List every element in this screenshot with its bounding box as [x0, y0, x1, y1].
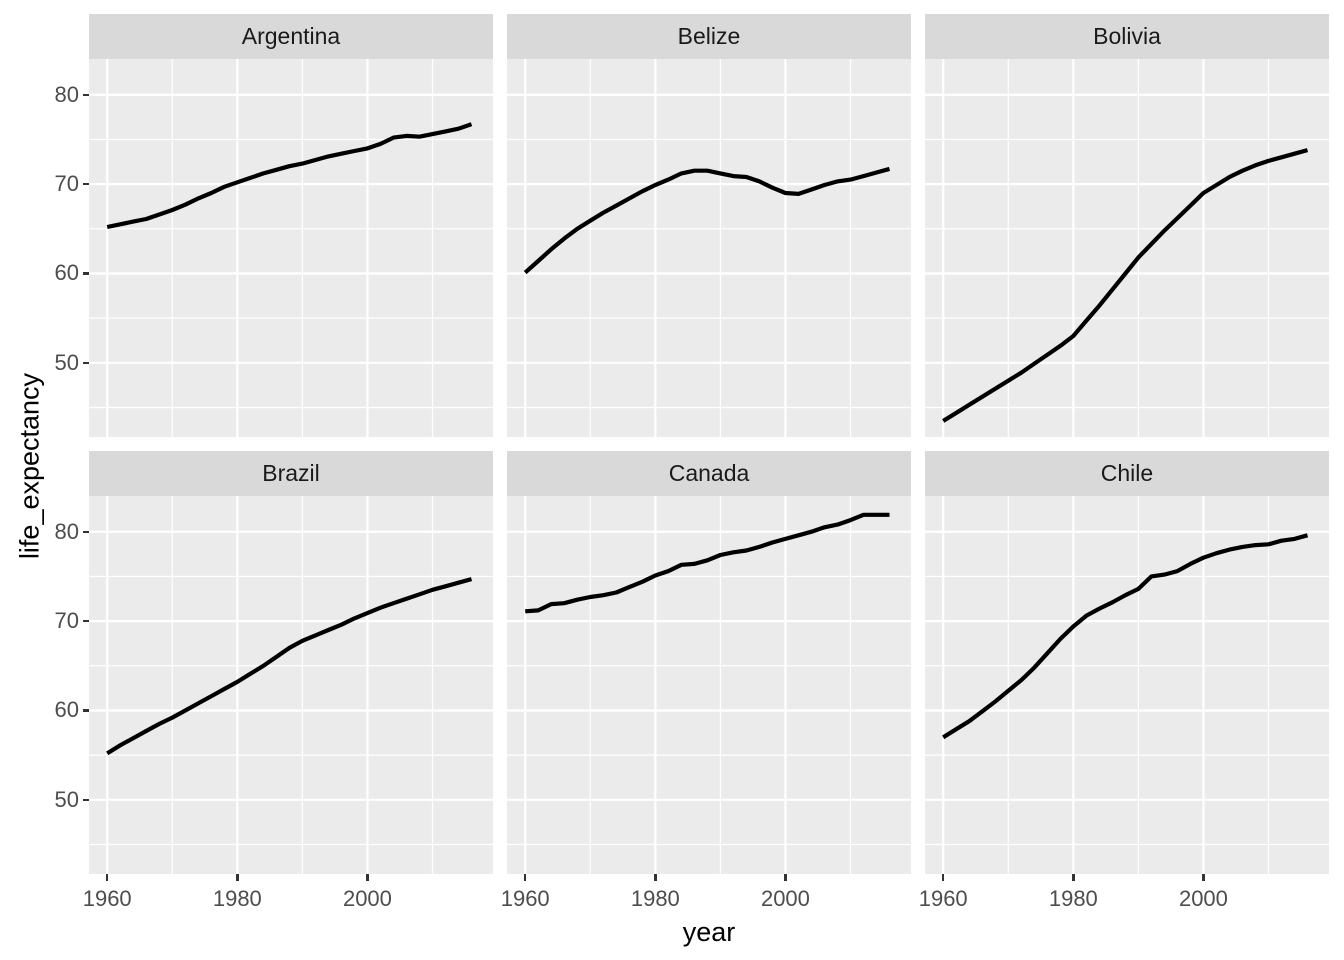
y-tick-mark — [83, 530, 89, 533]
panel-background — [507, 59, 911, 437]
facet-strip-bolivia: Bolivia — [925, 14, 1329, 59]
y-tick-mark — [83, 361, 89, 365]
facet-label: Belize — [677, 23, 741, 49]
x-tick-mark — [1072, 874, 1075, 881]
facet-panel-bolivia — [925, 59, 1329, 437]
x-tick-label: 1960 — [918, 886, 968, 911]
facet-label: Brazil — [262, 460, 320, 486]
x-tick-mark — [236, 874, 239, 881]
x-tick-label: 2000 — [760, 886, 810, 911]
x-tick-label: 1980 — [630, 886, 680, 911]
y-tick-label: 80 — [54, 81, 79, 107]
y-tick-label: 60 — [54, 260, 79, 286]
line-series-canada — [525, 512, 890, 614]
x-tick-mark — [942, 874, 945, 881]
y-tick-label: 50 — [54, 349, 79, 375]
y-tick-label: 70 — [54, 608, 79, 634]
y-tick-label: 80 — [54, 518, 79, 544]
line-series-belize — [523, 166, 891, 275]
panel-background — [89, 59, 493, 437]
x-tick-label: 1960 — [82, 886, 132, 911]
y-tick-mark — [83, 182, 89, 186]
line-series-chile — [942, 533, 1309, 740]
facet-strip-belize: Belize — [507, 14, 911, 59]
panel-background — [89, 496, 493, 874]
x-tick-mark — [654, 874, 657, 881]
line-series-argentina — [106, 122, 473, 230]
facet-label: Argentina — [241, 23, 341, 49]
facet-panel-chile — [925, 496, 1329, 874]
x-tick-mark — [524, 874, 527, 881]
x-tick-mark — [366, 874, 369, 881]
x-tick-label: 2000 — [342, 886, 392, 911]
panel-background — [925, 496, 1329, 874]
y-tick-mark — [83, 709, 89, 712]
facet-strip-brazil: Brazil — [89, 451, 493, 496]
x-tick-mark — [1202, 874, 1205, 881]
facet-panel-belize — [507, 59, 911, 437]
facet-panel-argentina — [89, 59, 493, 437]
x-tick-label: 1980 — [1048, 886, 1098, 911]
y-tick-mark — [83, 619, 89, 623]
x-tick-label: 1960 — [500, 886, 550, 911]
facet-strip-canada: Canada — [507, 451, 911, 496]
y-tick-mark — [83, 93, 89, 96]
y-tick-label: 50 — [54, 786, 79, 812]
y-tick-label: 60 — [54, 697, 79, 723]
x-tick-mark — [106, 874, 109, 881]
facet-panel-brazil — [89, 496, 493, 874]
x-tick-label: 2000 — [1178, 886, 1228, 911]
facet-label: Canada — [668, 460, 750, 486]
y-tick-mark — [83, 798, 89, 802]
panel-background — [925, 59, 1329, 437]
facet-label: Chile — [1100, 460, 1154, 486]
line-series-bolivia — [942, 148, 1309, 423]
y-tick-mark — [83, 272, 89, 275]
x-axis-title: year — [682, 917, 736, 947]
x-tick-label: 1980 — [212, 886, 262, 911]
facet-panel-canada — [507, 496, 911, 874]
facet-strip-argentina: Argentina — [89, 14, 493, 59]
y-tick-label: 70 — [54, 171, 79, 197]
facet-strip-chile: Chile — [925, 451, 1329, 496]
line-series-brazil — [106, 577, 473, 756]
facet-label: Bolivia — [1093, 23, 1161, 49]
x-tick-mark — [784, 874, 787, 881]
